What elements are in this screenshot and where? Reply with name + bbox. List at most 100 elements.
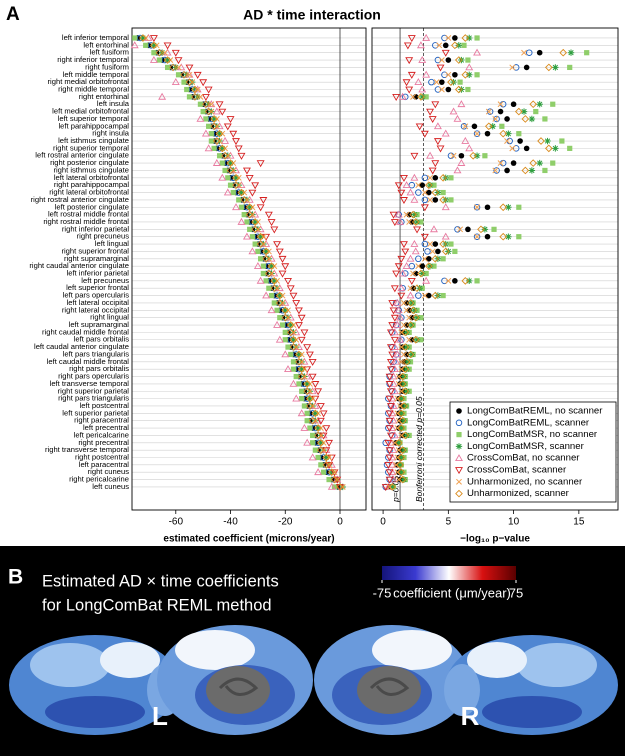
data-point: [275, 291, 284, 300]
data-point: [386, 358, 395, 366]
data-point: [425, 255, 432, 262]
data-point: [234, 145, 243, 153]
data-point: [384, 462, 393, 469]
data-point: [303, 380, 311, 388]
data-point: [418, 337, 424, 343]
data-point: [242, 232, 251, 240]
data-point: [408, 299, 416, 307]
data-point: [392, 270, 401, 278]
data-point: [410, 270, 417, 277]
category-label: left lateral orbitofrontal: [54, 173, 129, 182]
data-point: [431, 254, 440, 263]
data-point: [400, 476, 408, 483]
data-point: [132, 35, 138, 41]
data-point: [306, 402, 314, 410]
data-point: [210, 122, 218, 131]
data-point: [411, 211, 418, 218]
data-point: [308, 373, 317, 381]
data-point: [400, 417, 408, 424]
data-point: [457, 100, 466, 108]
data-point: [226, 166, 235, 175]
data-point: [304, 418, 310, 424]
data-point: [400, 373, 408, 380]
data-point: [482, 153, 488, 159]
category-label: left precentral: [83, 423, 129, 432]
data-point: [264, 211, 273, 219]
data-point: [436, 42, 443, 49]
data-point: [286, 328, 295, 337]
data-point: [297, 336, 306, 344]
data-point: [401, 328, 410, 337]
category-label: right pars triangularis: [58, 394, 129, 403]
data-point: [174, 57, 183, 65]
data-point: [273, 241, 282, 249]
data-point: [465, 63, 474, 71]
data-point: [453, 114, 462, 122]
data-point: [390, 336, 399, 344]
data-point: [421, 240, 429, 248]
data-point: [401, 365, 410, 374]
category-label: left transverse temporal: [50, 379, 130, 388]
data-point: [413, 314, 421, 321]
data-point: [401, 322, 407, 328]
data-point: [497, 160, 504, 167]
data-point: [397, 403, 404, 409]
data-point: [262, 248, 270, 255]
legend-box: [449, 401, 617, 503]
data-point: [504, 138, 511, 144]
data-point: [227, 159, 234, 167]
map-title: Estimated AD × time coefficients: [42, 572, 279, 590]
category-label: right pars opercularis: [58, 372, 129, 381]
data-point: [201, 129, 210, 137]
data-point: [402, 262, 411, 269]
data-point: [434, 56, 442, 64]
data-point: [395, 447, 402, 454]
data-point: [181, 79, 187, 85]
data-point: [491, 226, 497, 232]
legend-label: CrossComBat, no scanner: [467, 453, 580, 464]
data-point: [401, 351, 407, 358]
data-point: [397, 453, 406, 462]
data-point: [385, 447, 394, 455]
data-point: [461, 34, 470, 42]
data-point: [251, 218, 259, 226]
data-point: [402, 181, 411, 189]
data-point: [505, 204, 512, 211]
data-point: [281, 313, 290, 322]
data-point: [509, 145, 516, 152]
data-point: [294, 322, 303, 330]
data-point: [394, 438, 403, 447]
data-point: [251, 225, 259, 234]
data-point: [474, 72, 480, 78]
data-point: [509, 64, 516, 71]
data-point: [185, 70, 194, 78]
category-label: left pericalcarine: [74, 430, 129, 439]
data-point: [411, 335, 420, 344]
data-point: [229, 130, 238, 138]
data-point: [310, 440, 316, 446]
data-point: [397, 424, 406, 432]
category-label: left paracentral: [79, 460, 130, 469]
data-point: [271, 300, 277, 306]
data-point: [438, 57, 445, 64]
data-point: [388, 300, 397, 308]
data-point: [221, 151, 229, 160]
data-point: [330, 469, 339, 477]
data-point: [398, 358, 405, 365]
legend-label: Unharmonized, no scanner: [467, 476, 583, 487]
colorbar-tick-label: -75: [373, 585, 392, 600]
data-point: [322, 461, 331, 469]
category-label: left pars opercularis: [63, 291, 129, 300]
data-point: [325, 462, 334, 469]
panel-label: A: [6, 4, 20, 25]
category-label: right superior frontal: [61, 246, 129, 255]
data-point: [411, 313, 420, 322]
data-point: [255, 248, 261, 255]
data-point: [242, 167, 251, 175]
data-point: [293, 373, 299, 380]
data-point: [411, 307, 418, 314]
data-point: [282, 307, 289, 314]
data-point: [445, 86, 452, 93]
data-point: [427, 196, 434, 203]
data-point: [197, 101, 204, 107]
